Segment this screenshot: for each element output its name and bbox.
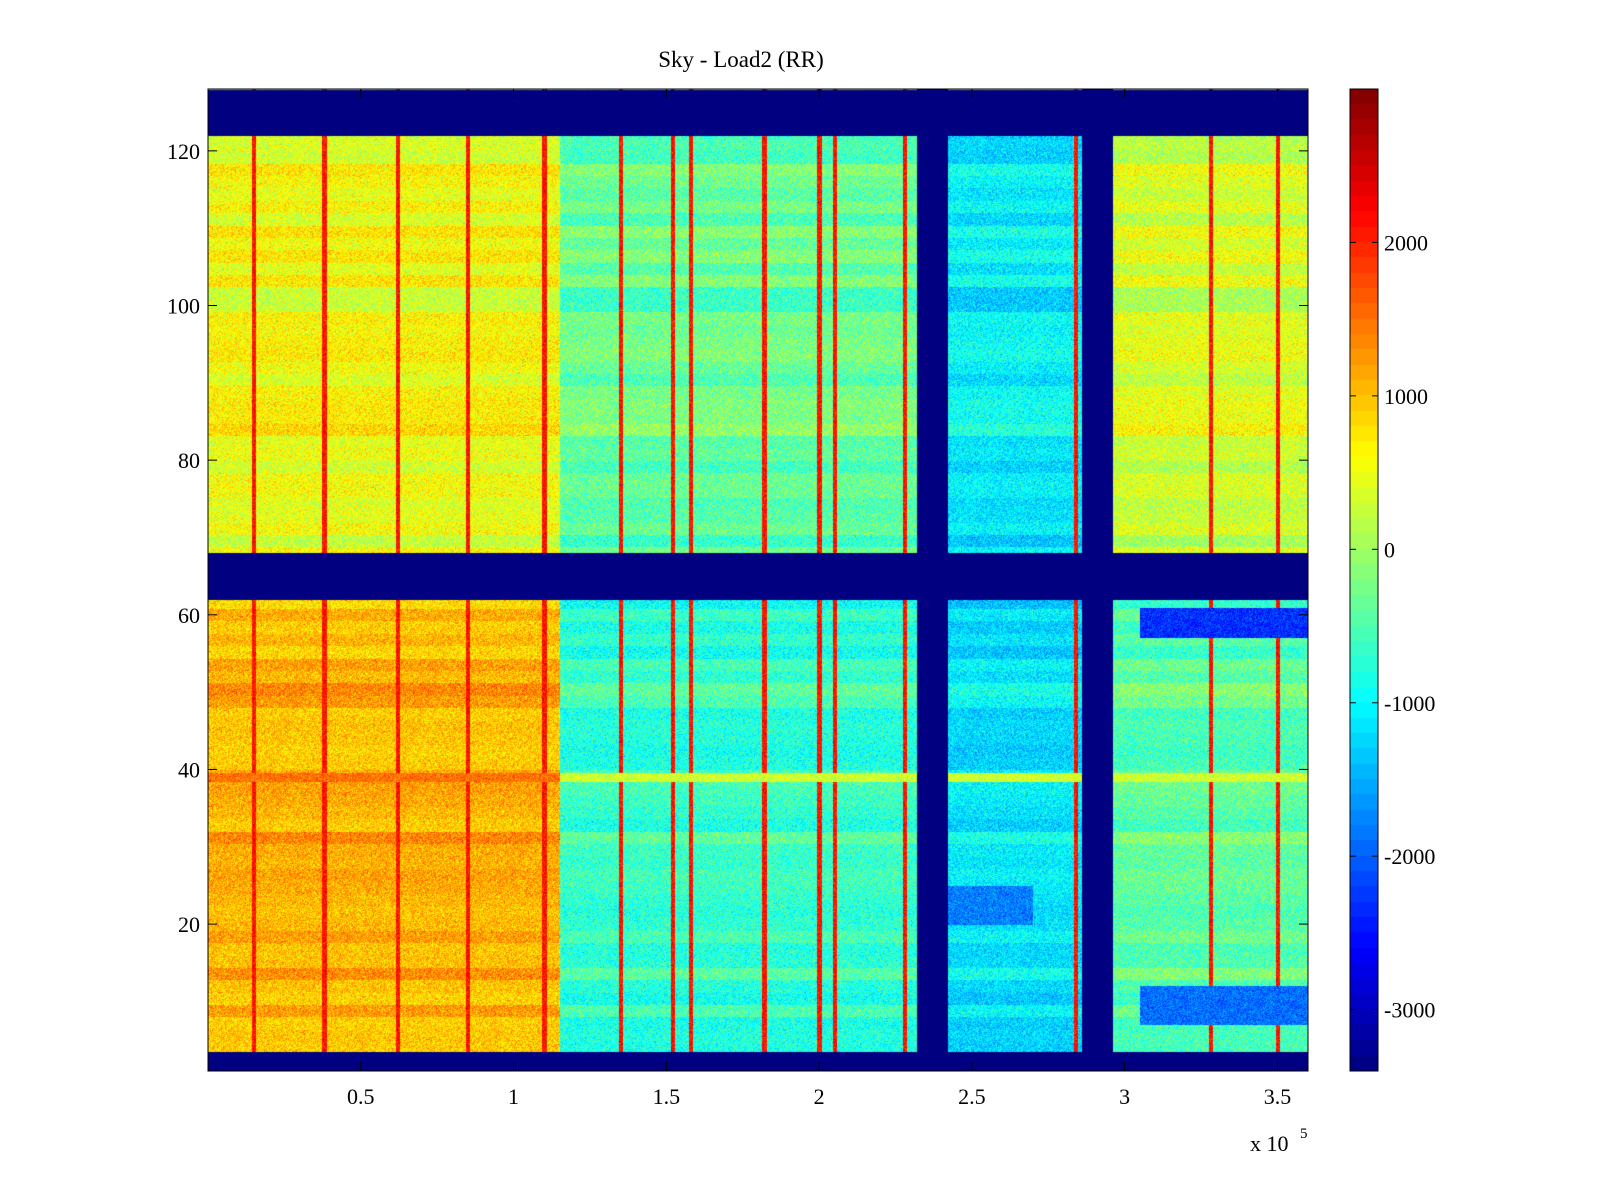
x-axis-ticks: 0.5 1 1.5 2 2.5 3 3.5 — [347, 89, 1291, 1109]
plot-frame — [207, 88, 1309, 1072]
heatmap-image — [208, 89, 1308, 1071]
colorbar-tick-label: 1000 — [1384, 384, 1428, 409]
colorbar-tick-label: 2000 — [1384, 230, 1428, 255]
y-tick-label: 60 — [178, 603, 200, 628]
y-tick-label: 100 — [167, 294, 200, 319]
colorbar: 2000 1000 0 -1000 -2000 -3000 — [1349, 88, 1435, 1072]
y-axis-ticks: 20 40 60 80 100 120 — [167, 139, 1308, 937]
colorbar-tick-label: -3000 — [1384, 998, 1435, 1023]
x-exponent-label: x 10 5 — [1250, 1126, 1308, 1156]
x-exponent-base: x 10 — [1250, 1131, 1289, 1156]
y-tick-label: 80 — [178, 448, 200, 473]
x-tick-label: 3 — [1119, 1084, 1130, 1109]
x-tick-label: 2 — [814, 1084, 825, 1109]
x-tick-label: 3.5 — [1264, 1084, 1292, 1109]
x-exponent-power: 5 — [1300, 1126, 1308, 1142]
y-tick-label: 20 — [178, 912, 200, 937]
colorbar-gradient — [1350, 89, 1378, 1071]
heatmap-plot-area — [207, 88, 1309, 1072]
colorbar-tick-label: 0 — [1384, 537, 1395, 562]
colorbar-tick-label: -1000 — [1384, 691, 1435, 716]
x-tick-label: 0.5 — [347, 1084, 375, 1109]
y-tick-label: 40 — [178, 757, 200, 782]
x-tick-label: 2.5 — [958, 1084, 986, 1109]
colorbar-frame — [1349, 88, 1379, 1072]
y-tick-label: 120 — [167, 139, 200, 164]
colorbar-ticks: 2000 1000 0 -1000 -2000 -3000 — [1350, 230, 1435, 1023]
colorbar-tick-label: -2000 — [1384, 844, 1435, 869]
x-tick-label: 1.5 — [653, 1084, 681, 1109]
x-tick-label: 1 — [508, 1084, 519, 1109]
chart-title: Sky - Load2 (RR) — [658, 47, 823, 72]
